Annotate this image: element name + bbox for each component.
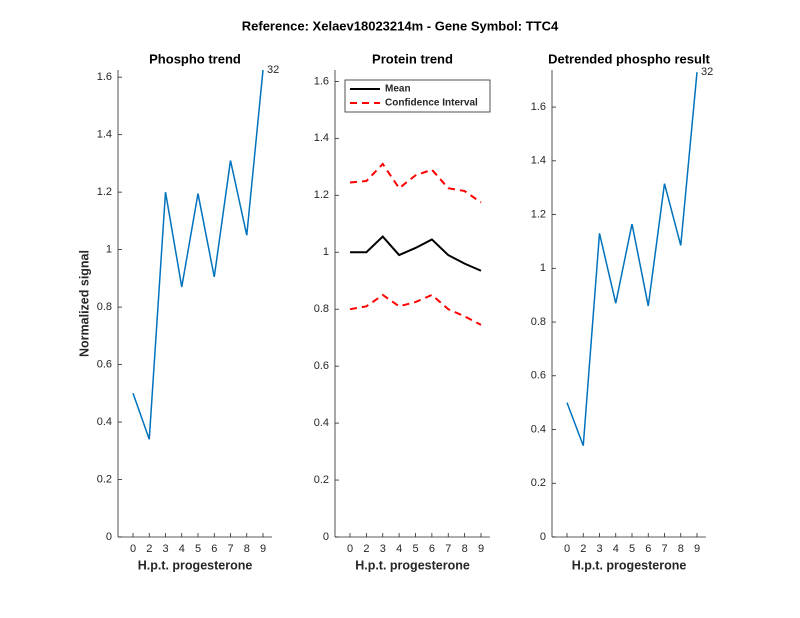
axis-title: Detrended phospho result: [548, 51, 710, 66]
x-tick-label: 6: [429, 543, 435, 555]
data-line: [350, 235, 482, 272]
y-tick-label: 0.6: [314, 360, 329, 372]
axis-title: Phospho trend: [149, 51, 241, 66]
x-tick-label: 7: [227, 543, 233, 555]
y-tick-label: 0.4: [531, 423, 546, 435]
y-tick-label: 1.2: [314, 189, 329, 201]
y-tick-label: 1.6: [314, 75, 329, 87]
x-tick-label: 0: [130, 543, 136, 555]
y-tick-label: 1: [323, 246, 329, 258]
x-tick-label: 4: [613, 543, 619, 555]
y-tick-label: 1.4: [314, 132, 329, 144]
x-tick-label: 7: [445, 543, 451, 555]
annotation: 32: [701, 66, 713, 78]
data-line: [566, 72, 698, 446]
x-axis-label: H.p.t. progesterone: [138, 558, 253, 572]
x-tick-label: 3: [380, 543, 386, 555]
x-tick-label: 3: [596, 543, 602, 555]
x-tick-label: 2: [363, 543, 369, 555]
y-tick-label: 0: [106, 531, 112, 543]
y-tick-label: 0.4: [314, 417, 329, 429]
data-line: [349, 293, 482, 326]
x-tick-label: 4: [396, 543, 402, 555]
y-tick-label: 0.8: [97, 301, 112, 313]
y-tick-label: 1.2: [97, 186, 112, 198]
x-tick-label: 9: [694, 543, 700, 555]
x-tick-label: 2: [146, 543, 152, 555]
y-tick-label: 1.4: [97, 129, 112, 141]
y-tick-label: 1.6: [97, 71, 112, 83]
legend-label: Mean: [385, 84, 411, 95]
x-tick-label: 3: [162, 543, 168, 555]
x-tick-label: 0: [564, 543, 570, 555]
legend-box: [344, 79, 491, 113]
x-tick-label: 7: [661, 543, 667, 555]
x-tick-label: 2: [580, 543, 586, 555]
x-tick-label: 5: [412, 543, 418, 555]
y-tick-label: 0.6: [531, 370, 546, 382]
x-tick-label: 9: [260, 543, 266, 555]
figure-title: Reference: Xelaev18023214m - Gene Symbol…: [242, 18, 559, 33]
x-tick-label: 6: [645, 543, 651, 555]
x-tick-label: 8: [678, 543, 684, 555]
y-tick-label: 0.8: [531, 316, 546, 328]
data-line: [132, 69, 264, 440]
x-tick-label: 4: [179, 543, 185, 555]
y-tick-label: 0.2: [97, 473, 112, 485]
y-tick-label: 1.4: [531, 155, 546, 167]
y-tick-label: 0.8: [314, 303, 329, 315]
y-tick-label: 0.6: [97, 358, 112, 370]
x-tick-label: 0: [347, 543, 353, 555]
axis-title: Protein trend: [372, 51, 453, 66]
x-tick-label: 8: [244, 543, 250, 555]
y-tick-label: 0: [323, 531, 329, 543]
y-tick-label: 0.2: [314, 474, 329, 486]
y-tick-label: 0: [540, 531, 546, 543]
y-tick-label: 1.2: [531, 208, 546, 220]
y-tick-label: 0.4: [97, 416, 112, 428]
y-tick-label: 1.6: [531, 101, 546, 113]
y-tick-label: 1: [540, 262, 546, 274]
annotation: 32: [267, 64, 279, 76]
x-tick-label: 5: [629, 543, 635, 555]
x-tick-label: 8: [462, 543, 468, 555]
legend-label: Confidence Interval: [385, 98, 478, 109]
x-tick-label: 9: [478, 543, 484, 555]
y-tick-label: 0.2: [531, 477, 546, 489]
data-line: [349, 162, 482, 204]
x-axis-label: H.p.t. progesterone: [355, 558, 470, 572]
y-tick-label: 1: [106, 244, 112, 256]
x-axis-label: H.p.t. progesterone: [572, 558, 687, 572]
x-tick-label: 6: [211, 543, 217, 555]
x-tick-label: 5: [195, 543, 201, 555]
y-axis-label: Normalized signal: [77, 250, 91, 357]
